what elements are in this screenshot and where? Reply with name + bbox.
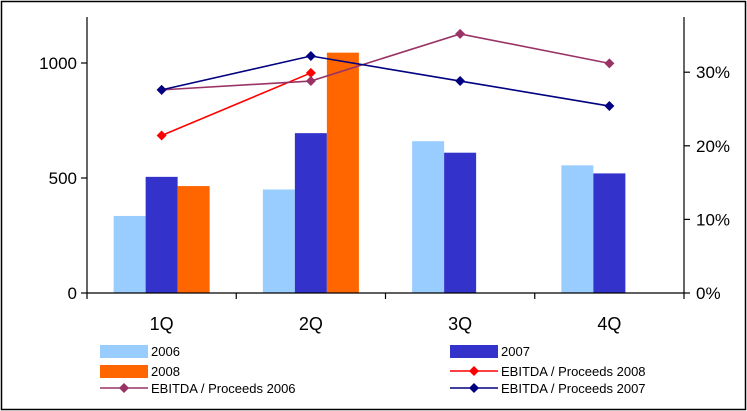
line-ebitda-proceeds-2008	[161, 72, 312, 137]
bar-2006-1Q	[113, 215, 146, 293]
line-ebitda-proceeds-2007	[161, 55, 610, 107]
legend-swatch-2006	[100, 345, 148, 358]
legend-label-ebitda-proceeds-2006: EBITDA / Proceeds 2006	[151, 381, 296, 396]
legend-label-2007: 2007	[501, 344, 530, 359]
legend-marker-ebitda-proceeds-2006	[119, 383, 129, 393]
bar-2006-4Q	[561, 165, 594, 293]
point-ebitda-proceeds-2006-2Q	[305, 76, 316, 87]
legend-label-ebitda-proceeds-2008: EBITDA / Proceeds 2008	[501, 364, 646, 379]
bar-2006-3Q	[412, 141, 445, 293]
bar-2007-4Q	[593, 173, 626, 293]
left-tick-label: 500	[49, 169, 77, 188]
left-tick-label: 1000	[39, 54, 77, 73]
bar-2007-2Q	[294, 133, 327, 293]
category-label-4Q: 4Q	[597, 314, 621, 334]
legend-label-2008: 2008	[151, 364, 180, 379]
point-ebitda-proceeds-2007-2Q	[305, 51, 316, 62]
bar-2006-2Q	[262, 189, 295, 293]
point-ebitda-proceeds-2008-1Q	[156, 130, 167, 141]
point-ebitda-proceeds-2007-4Q	[604, 101, 615, 112]
bars-layer	[113, 52, 626, 294]
legend-swatch-2007	[450, 345, 498, 358]
point-ebitda-proceeds-2007-3Q	[455, 76, 466, 87]
legend-marker-ebitda-proceeds-2008	[469, 366, 479, 376]
right-tick-label: 10%	[696, 210, 730, 229]
category-label-1Q: 1Q	[150, 314, 174, 334]
bar-2008-2Q	[326, 52, 359, 294]
right-tick-label: 0%	[696, 284, 721, 303]
legend-label-ebitda-proceeds-2007: EBITDA / Proceeds 2007	[501, 381, 646, 396]
point-ebitda-proceeds-2006-4Q	[604, 58, 615, 69]
point-ebitda-proceeds-2007-1Q	[156, 84, 167, 95]
legend-swatch-2008	[100, 365, 148, 378]
bar-2008-1Q	[177, 186, 210, 293]
category-label-2Q: 2Q	[299, 314, 323, 334]
right-tick-label: 20%	[696, 137, 730, 156]
ticks-layer: 0 500 1000 0% 10% 20% 30% 1Q 2Q 3Q 4Q	[39, 54, 730, 334]
bar-2007-1Q	[145, 176, 178, 293]
legend: 2006 2007 2008 EBITDA / Proceeds 2008 EBITDA…	[100, 344, 646, 396]
point-ebitda-proceeds-2008-2Q	[305, 67, 316, 78]
left-tick-label: 0	[68, 284, 77, 303]
category-label-3Q: 3Q	[448, 314, 472, 334]
point-ebitda-proceeds-2006-3Q	[455, 28, 466, 39]
right-tick-label: 30%	[696, 63, 730, 82]
legend-marker-ebitda-proceeds-2007	[469, 383, 479, 393]
lines-layer	[156, 28, 615, 141]
legend-label-2006: 2006	[151, 344, 180, 359]
bar-2007-3Q	[444, 152, 477, 293]
line-ebitda-proceeds-2006	[161, 33, 610, 91]
